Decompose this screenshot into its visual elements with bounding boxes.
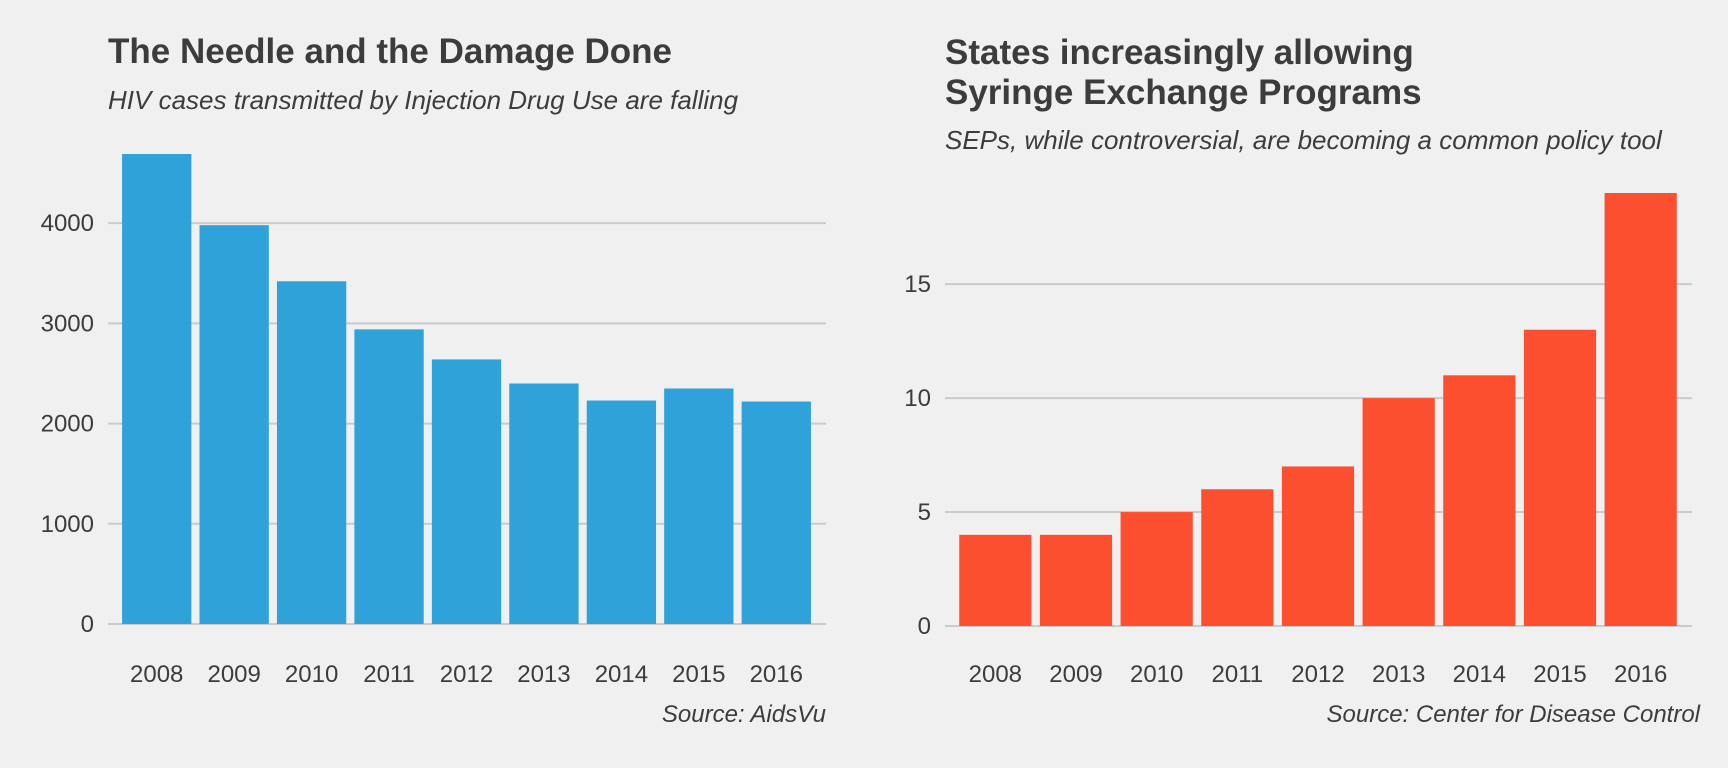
bar-2015 (1523, 329, 1597, 626)
x-tick-label: 2010 (285, 661, 338, 688)
chart-source: Source: AidsVu (661, 701, 826, 728)
bar-2011 (354, 329, 424, 624)
x-tick-label: 2015 (672, 661, 725, 688)
bar-2009 (1039, 534, 1113, 626)
bar-2013 (1362, 398, 1435, 626)
y-tick-label: 15 (904, 271, 931, 298)
syringe-exchange-chart: States increasingly allowing Syringe Exc… (864, 0, 1728, 768)
hiv-cases-plot: 0 1000 2000 3000 4000 2008 2009 2010 2011 2012 201… (41, 154, 826, 688)
hiv-cases-chart: The Needle and the Damage Done HIV cases… (41, 32, 826, 728)
bar-2011 (1201, 489, 1274, 626)
bar-2009 (199, 225, 269, 625)
x-tick-label: 2013 (1372, 661, 1425, 688)
bar-2014 (586, 400, 657, 624)
y-tick-label: 10 (904, 385, 931, 412)
x-tick-label: 2012 (440, 661, 493, 688)
bar-2013 (509, 383, 579, 624)
bar-2012 (431, 359, 502, 624)
bar-2016 (741, 401, 811, 624)
y-tick-label: 3000 (41, 310, 94, 337)
x-tick-label: 2008 (130, 661, 183, 688)
x-tick-label: 2011 (363, 661, 415, 688)
x-tick-label: 2014 (595, 661, 648, 688)
x-tick-label: 2012 (1291, 661, 1344, 688)
y-tick-label: 5 (918, 499, 931, 526)
bar-2016 (1604, 193, 1677, 626)
x-tick-label: 2015 (1533, 661, 1586, 688)
bar-2015 (664, 388, 734, 624)
chart-source: Source: Center for Disease Control (1326, 701, 1701, 728)
bar-2010 (1120, 512, 1193, 626)
x-tick-label: 2016 (1614, 661, 1667, 688)
x-tick-label: 2016 (750, 661, 803, 688)
x-tick-label: 2010 (1130, 661, 1183, 688)
bar-2014 (1443, 375, 1516, 626)
x-tick-label: 2014 (1453, 661, 1506, 688)
bar-2008 (959, 534, 1032, 626)
y-tick-label: 1000 (41, 511, 94, 538)
syringe-exchange-plot: 0 5 10 15 2008 2009 2010 2011 2012 2013 2014 2015 20… (904, 193, 1692, 688)
y-tick-label: 0 (81, 611, 94, 638)
x-tick-label: 2009 (1049, 661, 1102, 688)
chart-subtitle: SEPs, while controversial, are becoming … (945, 125, 1662, 155)
chart-title: States increasingly allowing Syringe Exc… (945, 33, 1422, 112)
y-tick-label: 0 (918, 613, 931, 640)
bar-2012 (1281, 466, 1355, 626)
y-tick-label: 4000 (41, 210, 94, 237)
x-tick-label: 2009 (207, 661, 260, 688)
chart-title: The Needle and the Damage Done (108, 32, 673, 71)
y-tick-label: 2000 (41, 411, 94, 438)
bar-2008 (122, 154, 192, 624)
x-tick-label: 2011 (1212, 661, 1264, 688)
bar-2010 (276, 281, 347, 624)
x-tick-label: 2013 (517, 661, 570, 688)
x-tick-label: 2008 (969, 661, 1022, 688)
chart-subtitle: HIV cases transmitted by Injection Drug … (108, 85, 739, 115)
